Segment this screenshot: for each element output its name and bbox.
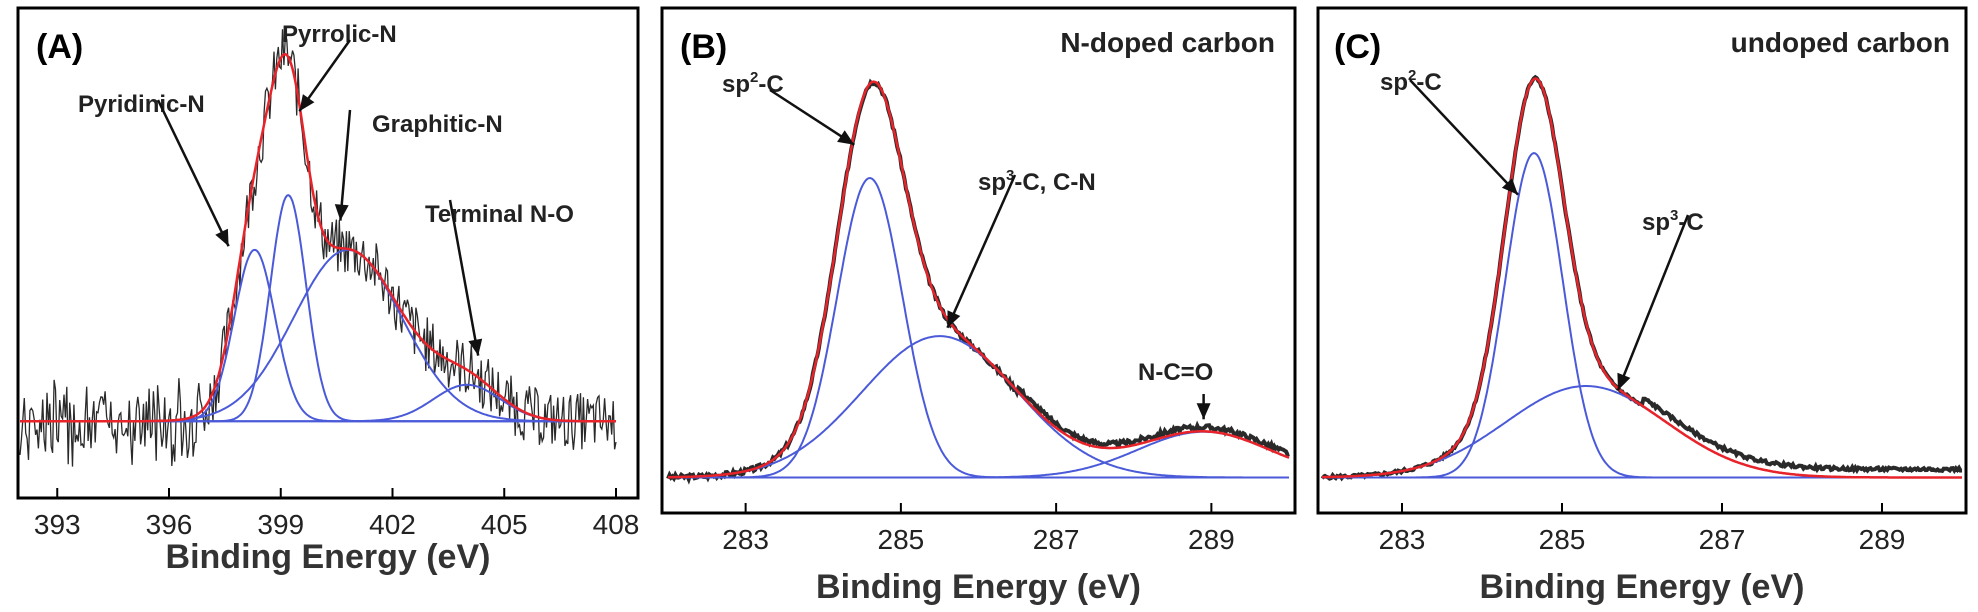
- peak-annotation: sp3-C, C-N: [978, 167, 1096, 196]
- annotation-arrow-line: [448, 199, 480, 356]
- raw-data-line: [19, 29, 617, 467]
- plot-frame: [1316, 6, 1968, 515]
- annotation-arrow-head: [1501, 178, 1518, 195]
- annotation-arrow-line: [339, 109, 352, 221]
- annotation-arrow-line: [156, 99, 230, 247]
- x-tick-label: 402: [369, 509, 416, 540]
- x-tick-label: 405: [481, 509, 528, 540]
- plot-frame: [16, 6, 640, 500]
- peak-annotation: sp3-C: [1642, 207, 1704, 236]
- x-tick-label: 287: [1033, 524, 1080, 555]
- annotation-arrow-line: [769, 88, 855, 146]
- panel-letter: (C): [1334, 28, 1381, 66]
- peak-annotation: Graphitic-N: [372, 111, 503, 138]
- component-peak-1: [1322, 152, 1962, 479]
- x-tick-label: 393: [34, 509, 81, 540]
- x-tick-label: 287: [1699, 524, 1746, 555]
- annotation-arrow-head: [1196, 403, 1211, 420]
- fit-envelope-line: [20, 52, 616, 423]
- fit-envelope-line: [668, 80, 1290, 479]
- x-tick-label: 285: [1539, 524, 1586, 555]
- x-axis-label: Binding Energy (eV): [166, 538, 491, 576]
- peak-annotation: sp2-C: [722, 69, 784, 98]
- x-axis-label: Binding Energy (eV): [1480, 568, 1805, 606]
- annotation-arrow-head: [837, 130, 855, 145]
- fit-envelope-line: [1322, 77, 1962, 479]
- x-tick-label: 283: [722, 524, 769, 555]
- annotation-arrow-head: [468, 338, 483, 356]
- annotation-arrow-line: [1409, 79, 1519, 196]
- x-tick-label: 399: [257, 509, 304, 540]
- panel-title: N-doped carbon: [1060, 27, 1275, 58]
- x-tick-label: 285: [878, 524, 925, 555]
- peak-annotation: N-C=O: [1138, 359, 1213, 386]
- annotation-arrow-head: [947, 310, 961, 328]
- raw-data-line: [1320, 74, 1963, 482]
- component-peak-2: [20, 193, 616, 423]
- x-tick-label: 396: [146, 509, 193, 540]
- annotation-arrow-head: [334, 204, 349, 221]
- peak-annotation: Terminal N-O: [425, 201, 574, 228]
- plot-frame: [660, 6, 1297, 515]
- chart-panel-3: 283 285 287 289 Binding Energy (eV) (C) undope…: [1316, 6, 1968, 606]
- annotation-arrow-line: [946, 174, 1017, 329]
- x-tick-label: 408: [593, 509, 640, 540]
- x-axis-label: Binding Energy (eV): [816, 568, 1141, 606]
- annotation-arrow-head: [299, 94, 315, 112]
- x-tick-label: 283: [1379, 524, 1426, 555]
- panel-letter: (B): [680, 28, 727, 66]
- panel-title: undoped carbon: [1731, 27, 1950, 58]
- annotation-arrow-head: [215, 228, 229, 247]
- panel-letter: (A): [36, 28, 83, 66]
- peak-annotation: Pyrrolic-N: [282, 21, 397, 48]
- chart-panel-1: 393 396 399 402 405 408 Binding Energy (eV) (A)…: [16, 6, 640, 576]
- peak-annotation: Pyridinic-N: [78, 91, 205, 118]
- x-tick-label: 289: [1859, 524, 1906, 555]
- raw-data-line: [666, 78, 1290, 485]
- component-peak-2: [668, 335, 1289, 479]
- x-tick-label: 289: [1188, 524, 1235, 555]
- annotation-arrow-head: [1617, 372, 1631, 391]
- annotation-arrow-line: [1616, 214, 1690, 391]
- chart-panel-2: 283 285 287 289 Binding Energy (eV) (B) N-dope…: [660, 6, 1297, 606]
